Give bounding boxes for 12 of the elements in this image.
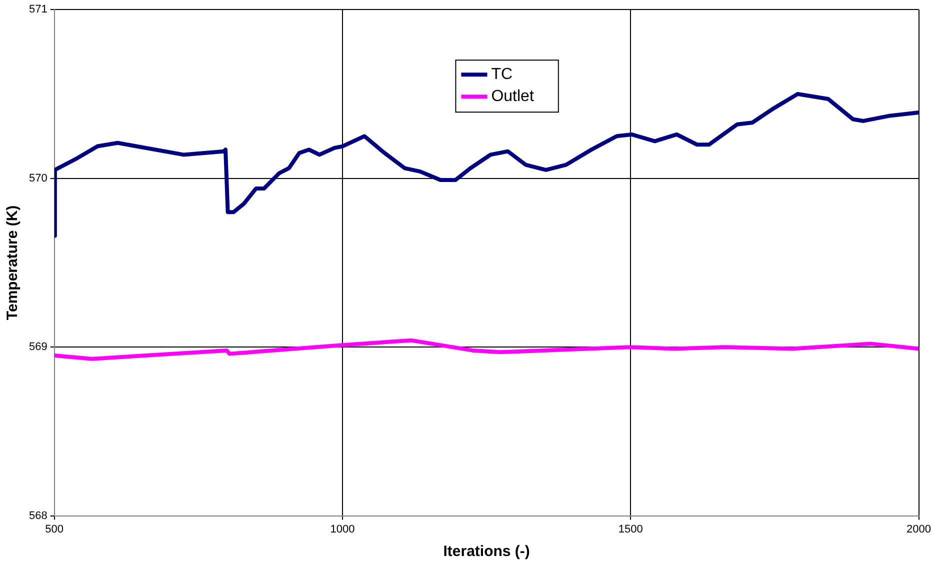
x-tick-label: 500 <box>45 523 64 536</box>
y-tick-label: 571 <box>28 4 48 16</box>
x-axis-title: Iterations (-) <box>443 543 530 560</box>
y-tick-label: 569 <box>28 341 48 354</box>
y-axis-title: Temperature (K) <box>4 205 22 320</box>
x-tick-label: 2000 <box>906 523 932 536</box>
x-tick-label: 1500 <box>618 523 643 536</box>
y-tick-label: 570 <box>28 172 48 184</box>
x-tick-label: 1000 <box>330 523 355 536</box>
legend-label: Outlet <box>491 88 534 106</box>
y-tick-label: 568 <box>28 510 48 522</box>
legend-label: TC <box>491 66 513 84</box>
